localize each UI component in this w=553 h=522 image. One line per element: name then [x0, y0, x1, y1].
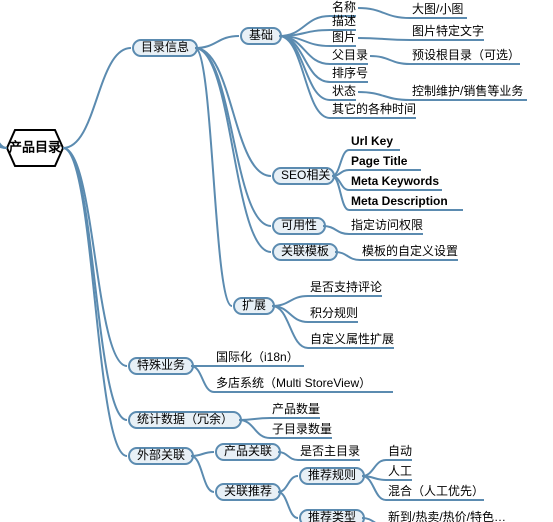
link-n_store — [191, 366, 214, 392]
label-n_imgtxt: 图片特定文字 — [412, 23, 484, 38]
link-n_defroot — [370, 56, 410, 64]
label-n_auto: 自动 — [388, 444, 412, 458]
label-n_sort: 排序号 — [332, 65, 368, 80]
link-n_ctrl — [358, 92, 410, 100]
link-n_ismain — [278, 452, 298, 460]
stub-1 — [0, 103, 7, 148]
label-n_parent: 父目录 — [332, 48, 368, 62]
label-n_access: 指定访问权限 — [351, 217, 423, 232]
label-n_rule: 推荐规则 — [308, 467, 356, 482]
label-n_sp: 特殊业务 — [137, 357, 185, 372]
label-n_name: 名称 — [332, 0, 356, 14]
label-n_kw: Meta Keywords — [351, 174, 439, 188]
label-n_rectype: 推荐类型 — [308, 510, 356, 522]
label-n_manual: 人工 — [388, 464, 412, 478]
label-n_big: 大图/小图 — [412, 2, 463, 16]
label-n_base: 基础 — [249, 28, 273, 42]
label-n_defroot: 预设根目录（可选） — [412, 48, 520, 62]
label-n_i18n: 国际化（i18n） — [216, 350, 299, 364]
link-n_usable — [195, 48, 271, 226]
mindmap-canvas: 产品目录 目录信息 基础 名称描述图片父目录排序号状态其它的各种时间 大图/小图图片特定… — [0, 0, 553, 522]
label-n_custom: 自定义属性扩展 — [310, 331, 394, 346]
label-n_ismain: 是否主目录 — [300, 444, 360, 458]
root-label: 产品目录 — [9, 139, 61, 154]
label-n_stat: 统计数据（冗余） — [137, 411, 233, 426]
label-n_prodrel: 产品关联 — [224, 444, 272, 458]
link-n_tplset — [335, 252, 360, 260]
label-n_times: 其它的各种时间 — [332, 101, 416, 116]
link-n_times — [279, 36, 330, 118]
label-n_catinfo: 目录信息 — [141, 39, 189, 54]
link-n_imgtxt — [358, 38, 410, 40]
label-n_md: Meta Description — [351, 194, 448, 208]
link-n_big — [358, 8, 410, 18]
label-n_usable: 可用性 — [281, 218, 317, 232]
label-n_ctrl: 控制维护/销售等业务 — [412, 83, 523, 98]
link-n_md — [332, 176, 349, 210]
label-n_store: 多店系统（Multi StoreView） — [216, 376, 371, 390]
label-n_url: Url Key — [351, 134, 393, 148]
stub-2 — [0, 63, 7, 148]
link-n_ext — [195, 48, 232, 306]
label-n_mix: 混合（人工优先） — [388, 483, 484, 498]
link-n_custom — [272, 306, 308, 348]
link-n_rule — [278, 476, 298, 492]
label-n_desc: 描述 — [332, 14, 356, 28]
link-n_seo — [195, 48, 271, 176]
label-n_cmt: 是否支持评论 — [310, 279, 382, 294]
link-n_auto — [362, 460, 386, 476]
label-n_pcount: 产品数量 — [272, 401, 320, 416]
label-n_tpl: 关联模板 — [281, 244, 329, 258]
link-n_desc — [279, 30, 330, 36]
label-n_title: Page Title — [351, 154, 408, 168]
link-n_stat — [63, 148, 127, 420]
link-n_types — [362, 518, 386, 522]
link-n_access — [323, 226, 349, 234]
link-n_prodrel — [191, 452, 214, 456]
link-n_tpl — [195, 48, 271, 252]
label-n_ext: 扩展 — [242, 298, 266, 312]
link-n_relrec — [191, 456, 214, 492]
link-n_sp — [63, 148, 127, 366]
label-n_img: 图片 — [332, 30, 356, 44]
label-n_types: 新到/热卖/热价/特色… — [388, 509, 506, 522]
label-n_status: 状态 — [332, 84, 356, 98]
link-n_cmt — [272, 296, 308, 306]
label-n_rel: 外部关联 — [137, 447, 185, 462]
link-n_catinfo — [63, 48, 131, 148]
link-n_title — [332, 170, 349, 176]
label-n_scount: 子目录数量 — [272, 421, 332, 436]
label-n_relrec: 关联推荐 — [224, 484, 272, 498]
link-n_base — [195, 36, 239, 48]
label-n_pts: 积分规则 — [310, 305, 358, 320]
label-n_seo: SEO相关 — [281, 168, 330, 182]
label-n_tplset: 模板的自定义设置 — [362, 243, 458, 258]
link-n_rectype — [278, 492, 298, 518]
link-n_scount — [239, 420, 270, 438]
